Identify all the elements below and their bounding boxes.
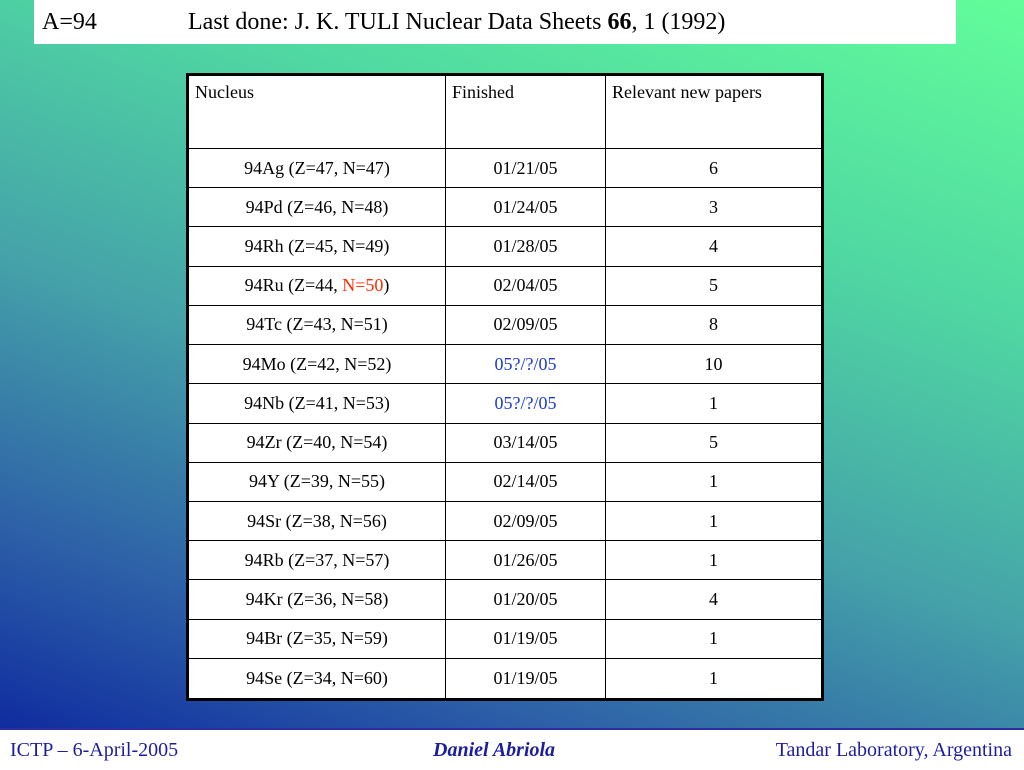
table-row: 94Br (Z=35, N=59) 01/19/05 1 <box>187 618 823 659</box>
table-row: 94Rb (Z=37, N=57) 01/26/05 1 <box>187 540 823 581</box>
nucleus-cell: 94Se (Z=34, N=60) <box>187 657 446 701</box>
papers-cell: 5 <box>605 265 823 306</box>
table-row: 94Mo (Z=42, N=52) 05?/?/05 10 <box>187 344 823 385</box>
papers-cell: 6 <box>605 147 823 189</box>
papers-cell: 10 <box>605 344 823 385</box>
finished-cell: 01/20/05 <box>445 579 606 620</box>
table-row: 94Pd (Z=46, N=48) 01/24/05 3 <box>187 187 823 228</box>
table-row: 94Ru (Z=44, N=50) 02/04/05 5 <box>187 265 823 306</box>
finished-cell: 01/19/05 <box>445 657 606 701</box>
finished-cell: 01/26/05 <box>445 540 606 581</box>
papers-cell: 1 <box>605 618 823 659</box>
papers-cell: 4 <box>605 226 823 267</box>
magic-number-highlight: N=50 <box>342 275 384 296</box>
table-row: 94Kr (Z=36, N=58) 01/20/05 4 <box>187 579 823 620</box>
nucleus-prefix: 94Ru (Z=44, <box>244 275 343 296</box>
finished-cell: 03/14/05 <box>445 422 606 463</box>
table-row: 94Ag (Z=47, N=47) 01/21/05 6 <box>187 147 823 189</box>
note-volume: 66 <box>607 9 632 35</box>
papers-cell: 3 <box>605 187 823 228</box>
papers-cell: 1 <box>605 383 823 424</box>
header-relevant-papers: Relevant new papers <box>605 74 823 149</box>
table-row: 94Sr (Z=38, N=56) 02/09/05 1 <box>187 500 823 542</box>
nucleus-cell: 94Rh (Z=45, N=49) <box>187 226 446 267</box>
footer-event-date: ICTP – 6-April-2005 <box>10 739 179 761</box>
nucleus-cell: 94Ag (Z=47, N=47) <box>187 147 446 189</box>
note-prefix: Last done: J. K. TULI Nuclear Data Sheet… <box>188 9 608 35</box>
header-nucleus: Nucleus <box>187 74 446 149</box>
table-row: 94Y (Z=39, N=55) 02/14/05 1 <box>187 461 823 502</box>
nucleus-cell: 94Y (Z=39, N=55) <box>187 461 446 502</box>
nucleus-cell: 94Ru (Z=44, N=50) <box>187 265 446 306</box>
papers-cell: 1 <box>605 500 823 542</box>
finished-cell: 02/09/05 <box>445 304 606 346</box>
finished-cell-pending: 05?/?/05 <box>445 383 606 424</box>
note-suffix: , 1 (1992) <box>631 9 726 35</box>
footer-institution: Tandar Laboratory, Argentina <box>775 739 1012 761</box>
nucleus-cell: 94Tc (Z=43, N=51) <box>187 304 446 346</box>
nucleus-cell: 94Zr (Z=40, N=54) <box>187 422 446 463</box>
nucleus-cell: 94Sr (Z=38, N=56) <box>187 500 446 542</box>
nucleus-cell: 94Br (Z=35, N=59) <box>187 618 446 659</box>
table-header-row: Nucleus Finished Relevant new papers <box>187 74 823 149</box>
table-row: 94Tc (Z=43, N=51) 02/09/05 8 <box>187 304 823 346</box>
finished-cell: 02/14/05 <box>445 461 606 502</box>
footer-author: Daniel Abriola <box>433 739 556 761</box>
slide-footer: ICTP – 6-April-2005 Daniel Abriola Tanda… <box>0 728 1024 770</box>
papers-cell: 4 <box>605 579 823 620</box>
table-row: 94Zr (Z=40, N=54) 03/14/05 5 <box>187 422 823 463</box>
nucleus-cell: 94Pd (Z=46, N=48) <box>187 187 446 228</box>
papers-cell: 8 <box>605 304 823 346</box>
papers-cell: 1 <box>605 657 823 701</box>
table-row: 94Nb (Z=41, N=53) 05?/?/05 1 <box>187 383 823 424</box>
papers-cell: 1 <box>605 540 823 581</box>
table-row: 94Se (Z=34, N=60) 01/19/05 1 <box>187 657 823 701</box>
nuclei-status-table: Nucleus Finished Relevant new papers 94A… <box>186 73 824 701</box>
header-finished: Finished <box>445 74 606 149</box>
nucleus-cell: 94Kr (Z=36, N=58) <box>187 579 446 620</box>
nucleus-cell: 94Rb (Z=37, N=57) <box>187 540 446 581</box>
finished-cell-pending: 05?/?/05 <box>445 344 606 385</box>
finished-cell: 02/04/05 <box>445 265 606 306</box>
nucleus-cell: 94Mo (Z=42, N=52) <box>187 344 446 385</box>
finished-cell: 01/24/05 <box>445 187 606 228</box>
nucleus-suffix: ) <box>383 275 390 296</box>
finished-cell: 01/21/05 <box>445 147 606 189</box>
last-evaluation-note: Last done: J. K. TULI Nuclear Data Sheet… <box>188 0 725 44</box>
slide-title-bar: A=94 Last done: J. K. TULI Nuclear Data … <box>34 0 956 44</box>
finished-cell: 01/28/05 <box>445 226 606 267</box>
nucleus-cell: 94Nb (Z=41, N=53) <box>187 383 446 424</box>
mass-number-label: A=94 <box>42 9 97 35</box>
finished-cell: 02/09/05 <box>445 500 606 542</box>
papers-cell: 5 <box>605 422 823 463</box>
papers-cell: 1 <box>605 461 823 502</box>
finished-cell: 01/19/05 <box>445 618 606 659</box>
table-row: 94Rh (Z=45, N=49) 01/28/05 4 <box>187 226 823 267</box>
